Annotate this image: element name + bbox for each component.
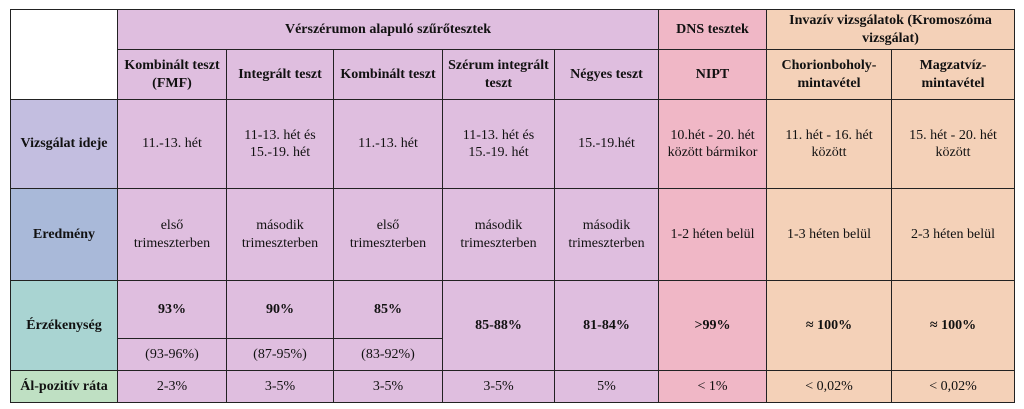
false-positive-cell: < 0,02%: [891, 370, 1015, 403]
column-header-quadruple: Négyes teszt: [554, 49, 659, 100]
group-header-invasive: Invazív vizsgálatok (Kromoszóma vizsgála…: [766, 9, 1015, 50]
column-header-combined: Kombinált teszt: [333, 49, 443, 100]
column-header-integrated: Integrált teszt: [226, 49, 334, 100]
comparison-table: Vérszérumon alapuló szűrőtesztek DNS tes…: [10, 9, 1015, 403]
timing-cell: 11.-13. hét: [117, 99, 227, 189]
group-header-dna: DNS tesztek: [658, 9, 767, 50]
result-cell: első trimeszterben: [117, 188, 227, 281]
result-cell: második trimeszterben: [226, 188, 334, 281]
row-header-result: Eredmény: [10, 188, 118, 281]
false-positive-cell: 5%: [554, 370, 659, 403]
timing-cell: 10.hét - 20. hét között bármikor: [658, 99, 767, 189]
false-positive-cell: < 1%: [658, 370, 767, 403]
result-cell: második trimeszterben: [442, 188, 555, 281]
column-header-cvs: Chorionboholy-mintavétel: [766, 49, 892, 100]
sensitivity-range-cell: (83-92%): [333, 338, 443, 371]
sensitivity-cell: 81-84%: [554, 280, 659, 371]
result-cell: 1-2 héten belül: [658, 188, 767, 281]
column-header-amniocentesis: Magzatvíz-mintavétel: [891, 49, 1015, 100]
timing-cell: 11-13. hét és 15.-19. hét: [226, 99, 334, 189]
column-header-serum-integrated: Szérum integrált teszt: [442, 49, 555, 100]
sensitivity-range-cell: (93-96%): [117, 338, 227, 371]
sensitivity-cell: >99%: [658, 280, 767, 371]
false-positive-cell: 2-3%: [117, 370, 227, 403]
row-header-false-positive: Ál-pozitív ráta: [10, 370, 118, 403]
corner-cell: [10, 9, 118, 100]
group-header-blood: Vérszérumon alapuló szűrőtesztek: [117, 9, 659, 50]
sensitivity-range-cell: (87-95%): [226, 338, 334, 371]
sensitivity-cell: ≈ 100%: [891, 280, 1015, 371]
result-cell: második trimeszterben: [554, 188, 659, 281]
false-positive-cell: 3-5%: [442, 370, 555, 403]
sensitivity-cell: 85%: [333, 280, 443, 339]
timing-cell: 11.-13. hét: [333, 99, 443, 189]
result-cell: első trimeszterben: [333, 188, 443, 281]
sensitivity-cell: 93%: [117, 280, 227, 339]
sensitivity-cell: ≈ 100%: [766, 280, 892, 371]
row-header-sensitivity: Érzékenység: [10, 280, 118, 371]
result-cell: 2-3 héten belül: [891, 188, 1015, 281]
false-positive-cell: 3-5%: [333, 370, 443, 403]
timing-cell: 15.-19.hét: [554, 99, 659, 189]
sensitivity-cell: 85-88%: [442, 280, 555, 371]
timing-cell: 15. hét - 20. hét között: [891, 99, 1015, 189]
timing-cell: 11. hét - 16. hét között: [766, 99, 892, 189]
false-positive-cell: < 0,02%: [766, 370, 892, 403]
false-positive-cell: 3-5%: [226, 370, 334, 403]
column-header-combined-fmf: Kombinált teszt (FMF): [117, 49, 227, 100]
column-header-nipt: NIPT: [658, 49, 767, 100]
sensitivity-cell: 90%: [226, 280, 334, 339]
row-header-timing: Vizsgálat ideje: [10, 99, 118, 189]
timing-cell: 11-13. hét és 15.-19. hét: [442, 99, 555, 189]
result-cell: 1-3 héten belül: [766, 188, 892, 281]
